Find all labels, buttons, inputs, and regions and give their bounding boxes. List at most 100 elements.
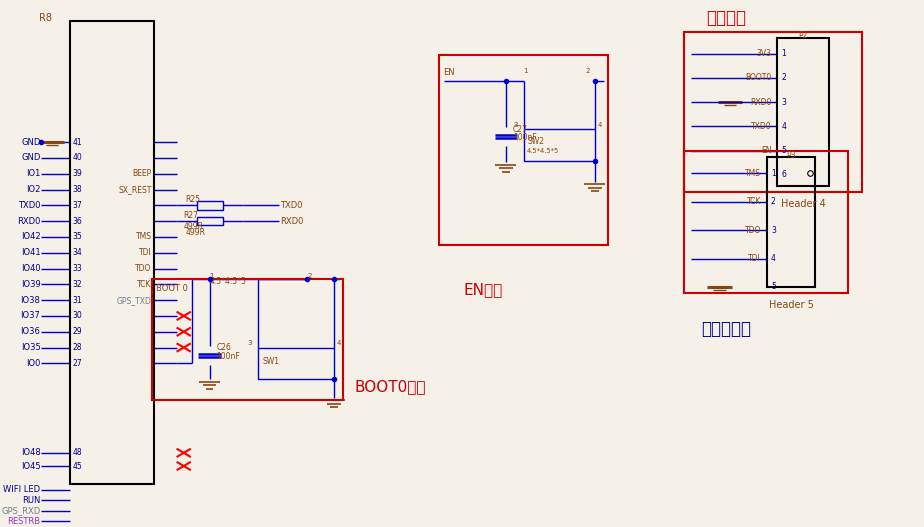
Text: 40: 40 bbox=[72, 153, 82, 162]
Text: IO42: IO42 bbox=[21, 232, 41, 241]
Text: RUN: RUN bbox=[22, 496, 41, 505]
Text: TMS: TMS bbox=[136, 232, 152, 241]
Text: 3: 3 bbox=[513, 122, 517, 128]
Text: TDO: TDO bbox=[135, 264, 152, 273]
Text: GPS_TXD: GPS_TXD bbox=[116, 296, 152, 305]
Text: 4.5*4.5*5: 4.5*4.5*5 bbox=[528, 148, 559, 154]
Text: RXD0: RXD0 bbox=[750, 97, 772, 106]
Text: 45: 45 bbox=[72, 462, 82, 471]
Text: 4.5*4.5*5: 4.5*4.5*5 bbox=[210, 277, 247, 286]
Text: RXD0: RXD0 bbox=[17, 217, 41, 226]
Text: 1: 1 bbox=[782, 49, 786, 58]
Text: GPS_RXD: GPS_RXD bbox=[1, 506, 41, 515]
Text: TXD0: TXD0 bbox=[280, 201, 302, 210]
Bar bbox=[152, 279, 343, 400]
Bar bbox=[684, 151, 848, 294]
Text: 5: 5 bbox=[771, 282, 776, 291]
Text: 41: 41 bbox=[72, 138, 82, 147]
Text: 35: 35 bbox=[72, 232, 82, 241]
Bar bbox=[70, 21, 154, 484]
Text: TMS: TMS bbox=[745, 169, 761, 178]
Text: IO38: IO38 bbox=[20, 296, 41, 305]
Text: 30: 30 bbox=[72, 311, 82, 320]
Text: 4: 4 bbox=[598, 122, 602, 128]
Text: IO41: IO41 bbox=[21, 248, 41, 257]
Text: 29: 29 bbox=[72, 327, 82, 336]
Text: 1: 1 bbox=[524, 68, 529, 74]
Text: GND: GND bbox=[21, 153, 41, 162]
Text: R8: R8 bbox=[39, 13, 52, 23]
Bar bbox=[197, 217, 224, 226]
Text: TXD0: TXD0 bbox=[751, 122, 772, 131]
Text: IO45: IO45 bbox=[21, 462, 41, 471]
Text: TDI: TDI bbox=[139, 248, 152, 257]
Text: 3V3: 3V3 bbox=[757, 49, 772, 58]
Text: 2: 2 bbox=[771, 197, 776, 206]
Text: 33: 33 bbox=[72, 264, 82, 273]
Text: IO39: IO39 bbox=[20, 280, 41, 289]
Text: WIFI LED: WIFI LED bbox=[4, 485, 41, 494]
Text: SW1: SW1 bbox=[263, 357, 280, 366]
Text: BOOT0按键: BOOT0按键 bbox=[355, 379, 426, 395]
Text: 4: 4 bbox=[782, 122, 786, 131]
Text: 31: 31 bbox=[72, 296, 82, 305]
Text: TDO: TDO bbox=[745, 226, 761, 235]
Text: 6: 6 bbox=[782, 170, 786, 179]
Text: EN: EN bbox=[761, 146, 772, 155]
Text: IO37: IO37 bbox=[20, 311, 41, 320]
Text: 34: 34 bbox=[72, 248, 82, 257]
Text: IO0: IO0 bbox=[26, 359, 41, 368]
Text: Header 4: Header 4 bbox=[781, 199, 825, 209]
Text: 100nF: 100nF bbox=[513, 133, 537, 142]
Text: BEEP: BEEP bbox=[132, 169, 152, 178]
Text: IO48: IO48 bbox=[20, 448, 41, 457]
Text: C27: C27 bbox=[513, 124, 528, 133]
Text: IO1: IO1 bbox=[26, 169, 41, 178]
Bar bbox=[777, 38, 829, 186]
Text: 2: 2 bbox=[782, 73, 786, 82]
Text: 38: 38 bbox=[72, 185, 82, 194]
Text: 3: 3 bbox=[248, 340, 252, 346]
Text: GND: GND bbox=[21, 138, 41, 147]
Text: 48: 48 bbox=[72, 448, 82, 457]
Text: 2: 2 bbox=[308, 273, 311, 279]
Text: 1: 1 bbox=[771, 169, 776, 178]
Text: IO2: IO2 bbox=[26, 185, 41, 194]
Text: TCK: TCK bbox=[138, 280, 152, 289]
Text: 100nF: 100nF bbox=[216, 352, 240, 361]
Text: BOOT0: BOOT0 bbox=[746, 73, 772, 82]
Text: EN: EN bbox=[444, 68, 456, 77]
Text: 32: 32 bbox=[72, 280, 82, 289]
Text: 2: 2 bbox=[586, 68, 590, 74]
Text: BOOT 0: BOOT 0 bbox=[156, 284, 188, 293]
Text: 1: 1 bbox=[210, 273, 214, 279]
Text: 499R: 499R bbox=[186, 228, 205, 237]
Text: 27: 27 bbox=[72, 359, 82, 368]
Text: R25: R25 bbox=[186, 195, 201, 204]
Text: C26: C26 bbox=[216, 343, 232, 352]
Text: R27: R27 bbox=[184, 211, 199, 220]
Bar bbox=[524, 129, 595, 161]
Text: EN按键: EN按键 bbox=[464, 282, 504, 297]
Text: TXD0: TXD0 bbox=[18, 201, 41, 210]
Bar bbox=[197, 201, 224, 210]
Text: RESTRB: RESTRB bbox=[7, 517, 41, 526]
Text: 3: 3 bbox=[782, 97, 786, 106]
Bar bbox=[439, 55, 608, 245]
Text: 3: 3 bbox=[771, 226, 776, 235]
Text: RXD0: RXD0 bbox=[280, 217, 303, 226]
Text: Header 5: Header 5 bbox=[769, 300, 813, 310]
Bar bbox=[259, 347, 334, 379]
Text: IO40: IO40 bbox=[21, 264, 41, 273]
Text: 烧录串口: 烧录串口 bbox=[706, 9, 746, 27]
Text: SW2: SW2 bbox=[528, 137, 544, 146]
Text: 499R: 499R bbox=[184, 222, 203, 231]
Text: IO35: IO35 bbox=[20, 343, 41, 352]
Bar bbox=[767, 158, 816, 287]
Text: P3: P3 bbox=[786, 151, 796, 160]
Text: 36: 36 bbox=[72, 217, 82, 226]
Text: 37: 37 bbox=[72, 201, 82, 210]
Text: 28: 28 bbox=[72, 343, 82, 352]
Text: 4: 4 bbox=[771, 254, 776, 263]
Text: SX_REST: SX_REST bbox=[118, 185, 152, 194]
